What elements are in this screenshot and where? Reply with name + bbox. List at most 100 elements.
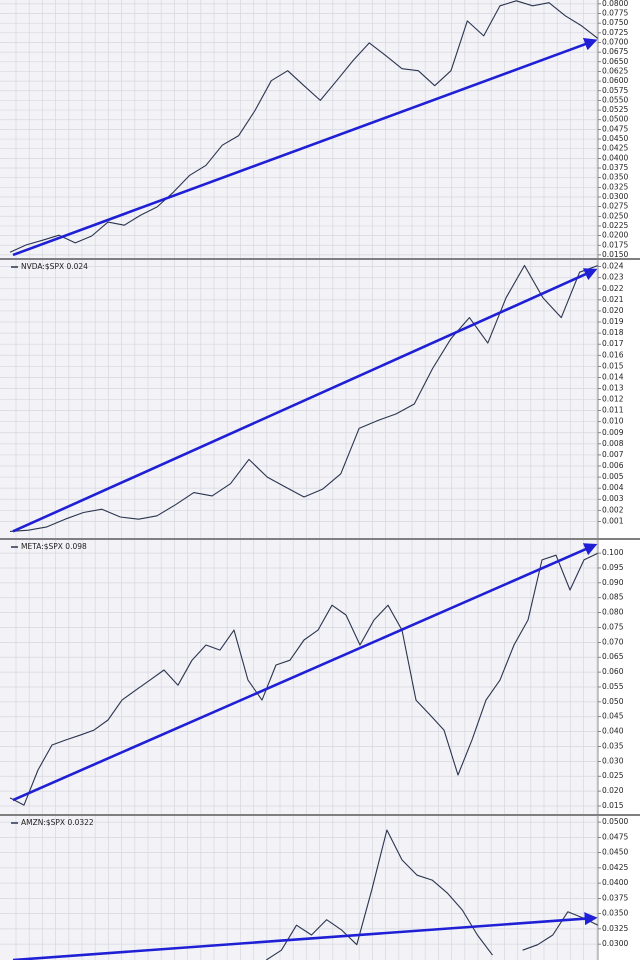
y-tick-label: 0.004 <box>602 483 624 492</box>
trend-arrow <box>12 268 598 533</box>
y-tick-label: 0.003 <box>602 494 624 503</box>
legend-label: NVDA:$SPX 0.024 <box>21 262 88 271</box>
y-tick-label: 0.001 <box>602 516 624 525</box>
trend-arrow <box>12 543 598 802</box>
y-tick-label: 0.0150 <box>602 250 628 259</box>
y-tick-label: 0.021 <box>602 295 624 304</box>
y-tick-label: 0.010 <box>602 417 624 426</box>
y-tick-label: 0.0525 <box>602 105 628 114</box>
y-tick-label: 0.050 <box>602 697 624 706</box>
y-tick-label: 0.0750 <box>602 18 628 27</box>
y-tick-label: 0.045 <box>602 712 624 721</box>
panel-background <box>0 540 640 814</box>
plot-area <box>9 264 598 533</box>
y-tick-label: 0.040 <box>602 727 624 736</box>
y-tick-label: 0.0350 <box>602 173 628 182</box>
y-tick-label: 0.019 <box>602 317 624 326</box>
y-tick-label: 0.080 <box>602 608 624 617</box>
panel-background <box>0 0 640 258</box>
y-tick-label: 0.065 <box>602 652 624 661</box>
y-tick-label: 0.0500 <box>602 115 628 124</box>
y-tick-label: 0.024 <box>602 262 624 271</box>
y-tick-label: 0.016 <box>602 350 624 359</box>
plot-area <box>12 829 598 960</box>
y-tick-label: 0.022 <box>602 284 624 293</box>
y-tick-label: 0.0325 <box>602 924 628 933</box>
y-tick-label: 0.0375 <box>602 163 628 172</box>
y-tick-label: 0.030 <box>602 756 624 765</box>
y-tick-label: 0.035 <box>602 741 624 750</box>
y-tick-label: 0.0500 <box>602 817 628 826</box>
y-tick-label: 0.013 <box>602 383 624 392</box>
y-tick-label: 0.0300 <box>602 192 628 201</box>
y-tick-label: 0.009 <box>602 428 624 437</box>
y-tick-label: 0.006 <box>602 461 624 470</box>
y-tick-label: 0.014 <box>602 372 624 381</box>
y-tick-label: 0.0700 <box>602 37 628 46</box>
y-tick-label: 0.0425 <box>602 144 628 153</box>
y-tick-label: 0.060 <box>602 667 624 676</box>
y-tick-label: 0.020 <box>602 306 624 315</box>
y-tick-label: 0.0600 <box>602 76 628 85</box>
y-tick-label: 0.070 <box>602 637 624 646</box>
y-tick-label: 0.0575 <box>602 86 628 95</box>
plot-area <box>9 0 598 257</box>
axis-background <box>598 0 640 258</box>
y-tick-label: 0.015 <box>602 361 624 370</box>
y-tick-label: 0.017 <box>602 339 624 348</box>
y-tick-label: 0.011 <box>602 406 624 415</box>
y-tick-label: 0.023 <box>602 273 624 282</box>
plot-area <box>9 543 598 806</box>
axis-background <box>598 816 640 960</box>
panel-background <box>0 816 640 960</box>
y-tick-label: 0.0300 <box>602 939 628 948</box>
y-tick-label: 0.0675 <box>602 47 628 56</box>
legend-label: AMZN:$SPX 0.0322 <box>21 818 94 827</box>
y-tick-label: 0.025 <box>602 771 624 780</box>
y-tick-label: 0.020 <box>602 786 624 795</box>
y-tick-label: 0.090 <box>602 578 624 587</box>
y-tick-label: 0.0175 <box>602 240 628 249</box>
y-tick-label: 0.0775 <box>602 9 628 18</box>
trend-arrow <box>12 38 598 257</box>
y-tick-label: 0.085 <box>602 593 624 602</box>
y-tick-label: 0.0225 <box>602 221 628 230</box>
y-tick-label: 0.007 <box>602 450 624 459</box>
y-tick-label: 0.0650 <box>602 57 628 66</box>
y-tick-label: 0.0550 <box>602 95 628 104</box>
y-tick-label: 0.0325 <box>602 182 628 191</box>
y-tick-label: 0.0200 <box>602 231 628 240</box>
y-tick-label: 0.0400 <box>602 153 628 162</box>
y-tick-label: 0.005 <box>602 472 624 481</box>
y-tick-label: 0.012 <box>602 395 624 404</box>
y-tick-label: 0.0450 <box>602 848 628 857</box>
y-tick-label: 0.0475 <box>602 832 628 841</box>
y-tick-label: 0.0350 <box>602 909 628 918</box>
panel-background <box>0 260 640 538</box>
legend-label: META:$SPX 0.098 <box>21 542 87 551</box>
y-tick-label: 0.0250 <box>602 211 628 220</box>
y-tick-label: 0.100 <box>602 548 624 557</box>
axis-background <box>598 540 640 814</box>
y-tick-label: 0.0800 <box>602 0 628 8</box>
y-tick-label: 0.0475 <box>602 124 628 133</box>
y-tick-label: 0.002 <box>602 505 624 514</box>
y-tick-label: 0.075 <box>602 622 624 631</box>
axis-background <box>598 260 640 538</box>
y-tick-label: 0.0400 <box>602 878 628 887</box>
y-tick-label: 0.095 <box>602 563 624 572</box>
y-tick-label: 0.055 <box>602 682 624 691</box>
y-tick-label: 0.0425 <box>602 863 628 872</box>
y-tick-label: 0.0450 <box>602 134 628 143</box>
y-tick-label: 0.018 <box>602 328 624 337</box>
price-line <box>9 0 598 253</box>
y-tick-label: 0.0625 <box>602 66 628 75</box>
y-tick-label: 0.008 <box>602 439 624 448</box>
y-tick-label: 0.0275 <box>602 202 628 211</box>
trend-arrow <box>12 912 598 960</box>
y-tick-label: 0.0375 <box>602 893 628 902</box>
price-line <box>9 552 598 806</box>
y-tick-label: 0.0725 <box>602 28 628 37</box>
